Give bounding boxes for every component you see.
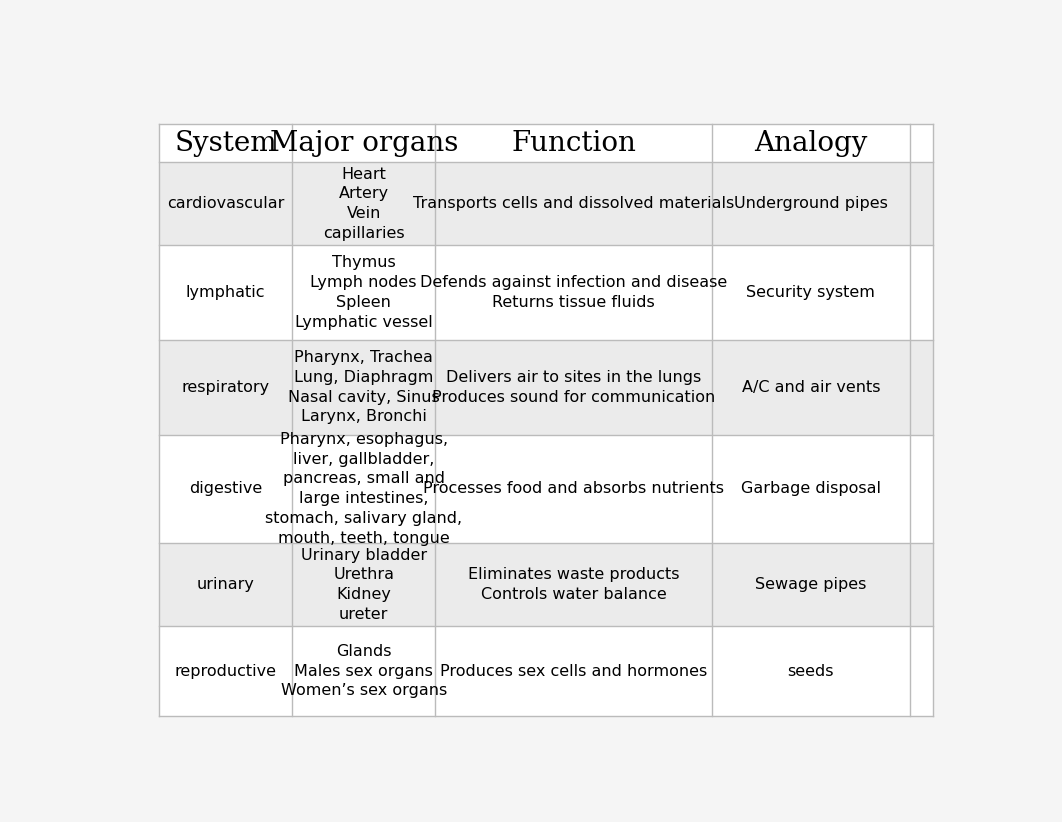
Text: Pharynx, Trachea
Lung, Diaphragm
Nasal cavity, Sinus
Larynx, Bronchi: Pharynx, Trachea Lung, Diaphragm Nasal c… (288, 350, 440, 424)
Text: Underground pipes: Underground pipes (734, 196, 888, 211)
Text: Garbage disposal: Garbage disposal (741, 482, 880, 496)
Text: cardiovascular: cardiovascular (167, 196, 285, 211)
Text: Thymus
Lymph nodes
Spleen
Lymphatic vessel: Thymus Lymph nodes Spleen Lymphatic vess… (295, 256, 432, 330)
Text: urinary: urinary (196, 577, 255, 592)
Text: Processes food and absorbs nutrients: Processes food and absorbs nutrients (424, 482, 724, 496)
Text: Eliminates waste products
Controls water balance: Eliminates waste products Controls water… (468, 567, 680, 603)
Text: digestive: digestive (189, 482, 262, 496)
Bar (159, 435, 932, 543)
Text: Pharynx, esophagus,
liver, gallbladder,
pancreas, small and
large intestines,
st: Pharynx, esophagus, liver, gallbladder, … (266, 432, 462, 546)
Text: Urinary bladder
Urethra
Kidney
ureter: Urinary bladder Urethra Kidney ureter (301, 547, 427, 622)
Text: lymphatic: lymphatic (186, 285, 266, 300)
Text: A/C and air vents: A/C and air vents (741, 380, 880, 395)
Text: Heart
Artery
Vein
capillaries: Heart Artery Vein capillaries (323, 167, 405, 241)
Text: Security system: Security system (747, 285, 875, 300)
Text: Produces sex cells and hormones: Produces sex cells and hormones (440, 663, 707, 678)
Text: Analogy: Analogy (754, 130, 868, 157)
Text: Defends against infection and disease
Returns tissue fluids: Defends against infection and disease Re… (421, 275, 727, 310)
Text: Glands
Males sex organs
Women’s sex organs: Glands Males sex organs Women’s sex orga… (280, 644, 447, 699)
Text: Sewage pipes: Sewage pipes (755, 577, 867, 592)
Text: System: System (174, 130, 277, 157)
Text: reproductive: reproductive (174, 663, 276, 678)
Bar (159, 340, 932, 435)
Bar (159, 162, 932, 246)
Bar (159, 246, 932, 340)
Text: seeds: seeds (788, 663, 834, 678)
Text: Function: Function (511, 130, 636, 157)
Bar (159, 543, 932, 626)
Text: Delivers air to sites in the lungs
Produces sound for communication: Delivers air to sites in the lungs Produ… (432, 370, 716, 404)
Text: Transports cells and dissolved materials: Transports cells and dissolved materials (413, 196, 735, 211)
Text: respiratory: respiratory (182, 380, 270, 395)
Text: Major organs: Major organs (270, 130, 458, 157)
Bar (159, 626, 932, 716)
